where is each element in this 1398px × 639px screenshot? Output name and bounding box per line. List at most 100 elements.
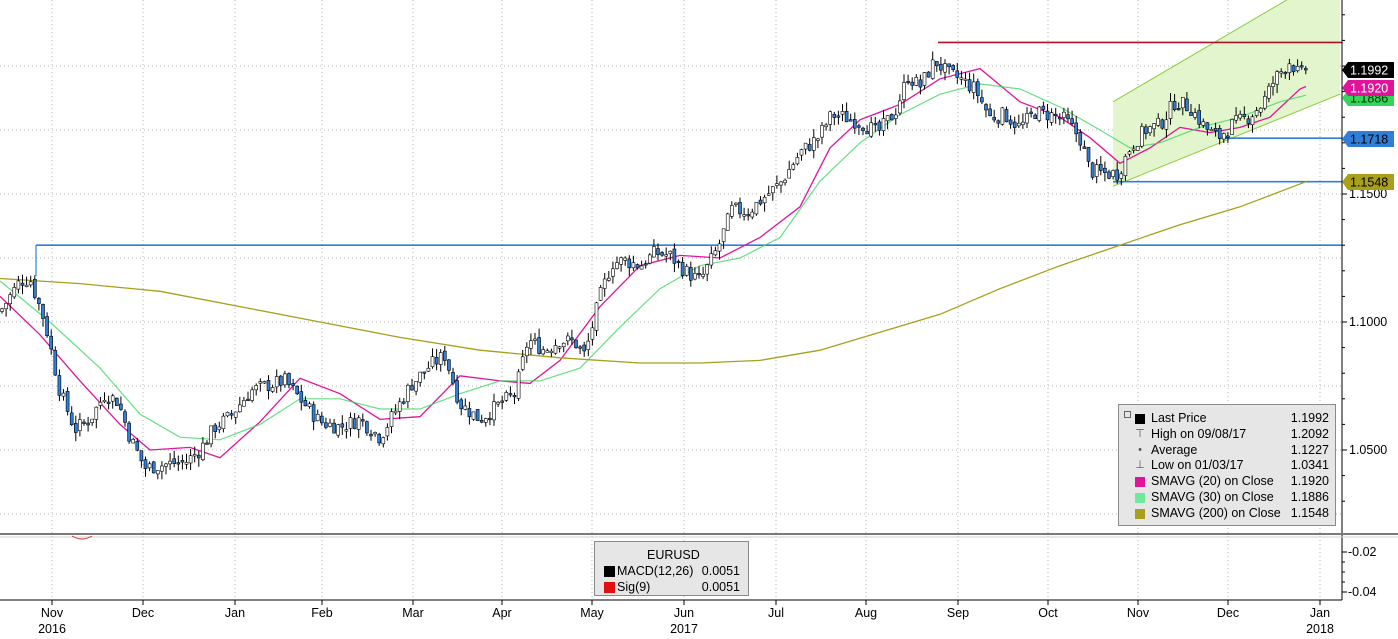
- candle-body: [160, 465, 164, 472]
- candle-body: [754, 202, 759, 215]
- price-tick-label: 1.1500: [1349, 187, 1387, 201]
- candle-body: [1094, 164, 1099, 177]
- candle-body: [643, 263, 648, 266]
- candle-body: [598, 287, 603, 301]
- average-marker-icon: •: [1138, 443, 1142, 456]
- year-label: 2016: [38, 622, 66, 636]
- candle-body: [106, 401, 111, 404]
- legend-value: 1.1920: [1290, 474, 1329, 489]
- candle-body: [713, 250, 718, 256]
- candle-body: [557, 346, 562, 349]
- candle-body: [844, 110, 849, 123]
- series-line-1: [0, 67, 1307, 459]
- candle-body: [1041, 105, 1046, 110]
- candle-body: [8, 294, 12, 305]
- candle-body: [893, 114, 898, 119]
- candle-body: [582, 344, 587, 352]
- candle-body: [639, 265, 644, 270]
- candle-body: [570, 337, 574, 341]
- candle-body: [324, 422, 328, 428]
- candle-body: [926, 71, 931, 78]
- candle-body: [742, 214, 746, 217]
- month-label: Feb: [311, 606, 333, 620]
- candle-body: [1209, 128, 1214, 132]
- legend-label: SMAVG (30) on Close: [1151, 489, 1274, 504]
- candle-body: [807, 144, 812, 151]
- candle-body: [246, 398, 250, 402]
- candle-body: [156, 470, 160, 475]
- macd-panel: -0.02 -0.04: [0, 533, 1398, 599]
- candle-body: [414, 381, 418, 392]
- candle-body: [1287, 63, 1292, 74]
- candle-body: [820, 125, 824, 138]
- channel-lower-line: [1112, 93, 1341, 187]
- candle-body: [1090, 162, 1095, 178]
- candle-body: [1111, 170, 1115, 177]
- legend-label: Last Price: [1151, 411, 1207, 425]
- candle-body: [578, 346, 582, 349]
- candle-body: [1176, 108, 1181, 111]
- candle-body: [1099, 163, 1103, 171]
- candle-body: [1053, 113, 1058, 117]
- candle-body: [1004, 109, 1009, 123]
- candle-body: [389, 411, 394, 427]
- month-label: Dec: [1217, 606, 1239, 620]
- candle-body: [418, 371, 423, 383]
- macd-legend-title: EURUSD: [647, 548, 700, 562]
- candle-body: [340, 423, 345, 428]
- candle-body: [1058, 117, 1062, 120]
- candle-body: [623, 257, 628, 261]
- candle-body: [840, 111, 845, 115]
- candle-body: [188, 455, 193, 464]
- legend-collapse-toggle[interactable]: [1124, 411, 1131, 418]
- candle-body: [262, 381, 267, 384]
- legend-label: SMAVG (20) on Close: [1151, 474, 1274, 489]
- candle-body: [852, 119, 857, 129]
- candle-body: [738, 202, 742, 215]
- candle-body: [500, 400, 505, 403]
- month-label: Jul: [768, 606, 784, 620]
- candle-body: [78, 419, 82, 431]
- candle-body: [898, 100, 902, 114]
- candle-body: [914, 77, 919, 86]
- candle-body: [369, 433, 373, 437]
- candle-body: [205, 442, 209, 445]
- candle-body: [1217, 128, 1222, 139]
- candle-body: [307, 403, 312, 407]
- macd-tick-label: -0.02: [1348, 545, 1377, 559]
- candle-body: [1279, 71, 1283, 74]
- legend-value: 1.1886: [1290, 489, 1329, 504]
- price-tick-label: 1.1000: [1349, 315, 1387, 329]
- candle-body: [1156, 117, 1160, 126]
- candle-body: [1295, 66, 1300, 72]
- month-label: Dec: [132, 606, 154, 620]
- candle-body: [877, 121, 882, 131]
- candle-body: [319, 415, 324, 424]
- candle-body: [127, 422, 131, 442]
- legend-value: 1.2092: [1290, 426, 1329, 441]
- candle-body: [496, 401, 500, 405]
- candle-body: [135, 441, 140, 451]
- candle-body: [1250, 116, 1255, 125]
- legend-value: 0.0051: [701, 580, 740, 594]
- candle-body: [1283, 72, 1288, 75]
- candle-body: [438, 352, 443, 365]
- candle-body: [459, 399, 464, 410]
- candle-body: [1066, 114, 1070, 120]
- candle-body: [881, 118, 886, 131]
- candle-body: [303, 400, 308, 407]
- candle-body: [238, 404, 242, 413]
- price-tick-label: 1.0500: [1349, 443, 1387, 457]
- candle-body: [336, 424, 341, 436]
- candle-body: [1201, 121, 1206, 126]
- candle-body: [779, 181, 783, 186]
- candle-body: [422, 371, 427, 374]
- candle-body: [250, 389, 254, 401]
- candle-body: [151, 461, 156, 474]
- candle-body: [143, 459, 148, 469]
- candle-body: [705, 264, 710, 275]
- candle-body: [1000, 107, 1005, 125]
- candle-body: [1242, 113, 1247, 117]
- candle-body: [951, 65, 956, 70]
